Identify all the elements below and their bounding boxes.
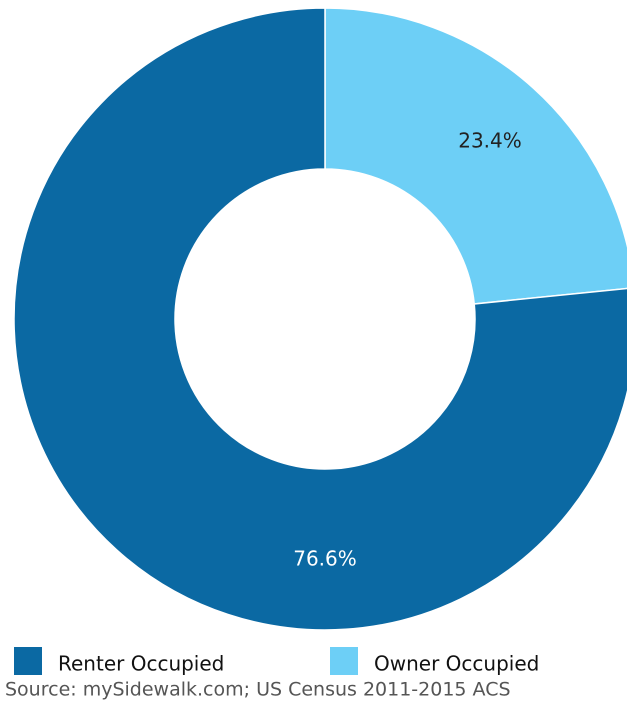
data-label: 23.4%: [458, 129, 522, 153]
legend-label: Renter Occupied: [58, 652, 224, 676]
legend-swatch: [14, 647, 42, 675]
legend-label: Owner Occupied: [374, 652, 539, 676]
source-note: Source: mySidewalk.com; US Census 2011-2…: [5, 679, 511, 701]
donut-slice: [324, 7, 627, 305]
data-label: 76.6%: [293, 547, 357, 571]
donut-slice: [13, 7, 627, 631]
legend-swatch: [330, 647, 358, 675]
